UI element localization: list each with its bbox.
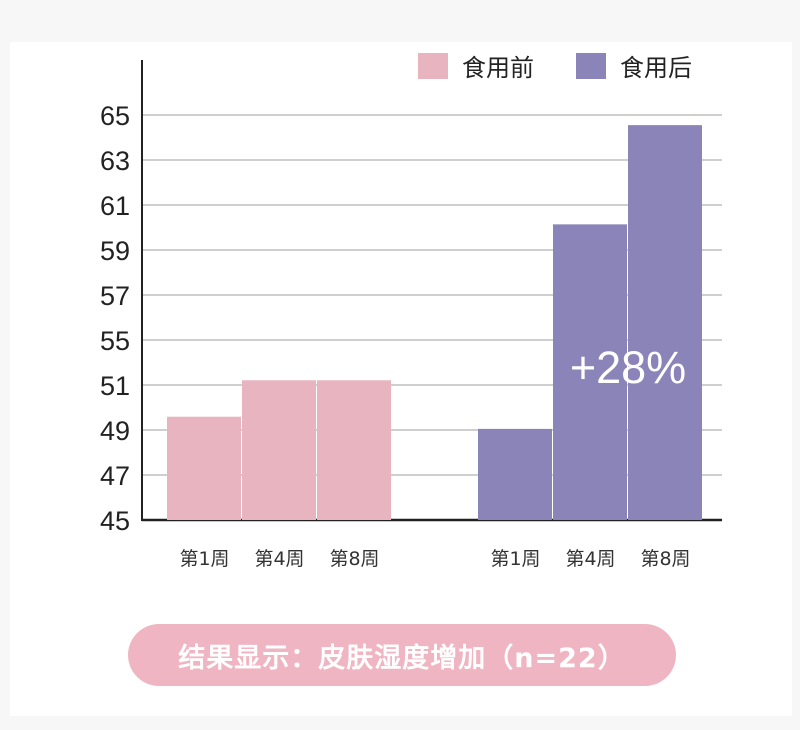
bar-after-3	[628, 125, 702, 520]
x-tick-label: 第4周	[254, 548, 304, 570]
bar-after-2	[553, 224, 627, 520]
y-tick-label: 51	[100, 371, 130, 401]
legend-label-before: 食用前	[462, 54, 534, 82]
result-caption-text: 结果显示：皮肤湿度增加（n=22）	[178, 642, 626, 674]
legend-item-after: 食用后	[576, 48, 692, 83]
bar-before-1	[167, 416, 241, 520]
x-tick-label: 第8周	[329, 548, 379, 570]
y-tick-label: 47	[100, 461, 130, 491]
result-caption: 结果显示：皮肤湿度增加（n=22）	[128, 624, 676, 686]
legend: 食用前 食用后	[418, 48, 734, 83]
bar-before-2	[242, 380, 316, 520]
legend-swatch-after	[576, 52, 606, 79]
y-tick-label: 59	[100, 236, 130, 266]
x-tick-label: 第1周	[179, 548, 229, 570]
increase-annotation: +28%	[570, 342, 686, 393]
legend-label-after: 食用后	[620, 54, 692, 82]
y-tick-label: 55	[100, 326, 130, 356]
x-tick-label: 第1周	[490, 548, 540, 570]
y-tick-label: 63	[100, 146, 130, 176]
y-tick-label: 57	[100, 281, 130, 311]
x-tick-label: 第8周	[640, 548, 690, 570]
y-tick-label: 61	[100, 191, 130, 221]
y-tick-label: 49	[100, 416, 130, 446]
y-tick-label: 45	[100, 506, 130, 536]
legend-swatch-before	[418, 52, 448, 79]
bar-after-1	[478, 428, 552, 520]
x-tick-label: 第4周	[565, 548, 615, 570]
legend-item-before: 食用前	[418, 48, 534, 83]
y-tick-label: 65	[100, 101, 130, 131]
bar-before-3	[317, 380, 391, 520]
